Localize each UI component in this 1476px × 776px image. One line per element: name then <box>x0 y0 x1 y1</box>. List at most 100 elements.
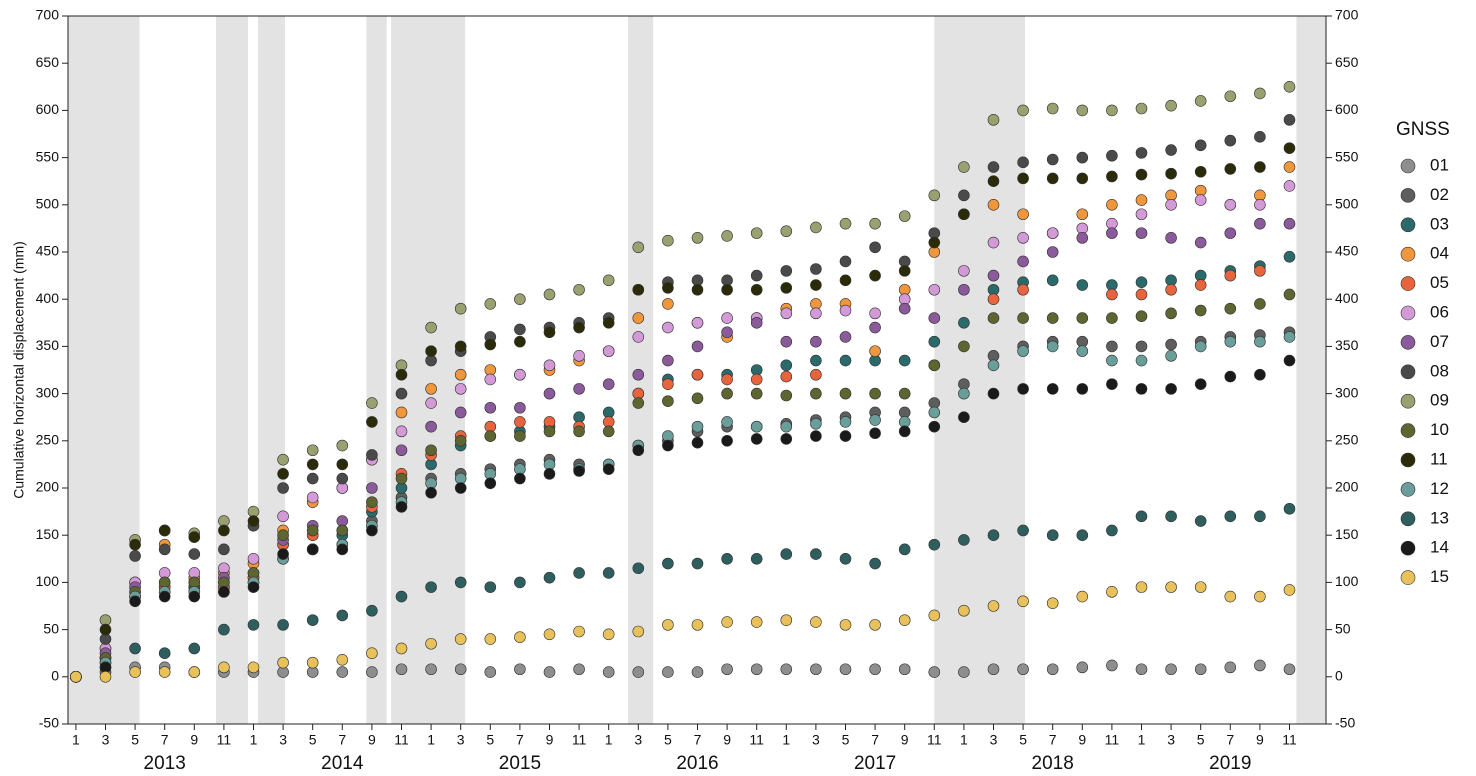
x-tick-label: 9 <box>1256 732 1264 748</box>
legend-swatch <box>1400 335 1416 350</box>
x-tick-label: 3 <box>102 732 110 748</box>
data-point <box>484 633 497 645</box>
data-point <box>1046 227 1059 239</box>
data-point <box>928 609 941 622</box>
data-point <box>1283 584 1296 596</box>
data-point <box>810 616 822 628</box>
data-point <box>750 283 763 296</box>
data-point <box>1194 378 1207 390</box>
data-point <box>158 647 171 660</box>
data-point <box>425 663 437 676</box>
data-point <box>306 491 319 504</box>
data-point <box>602 378 615 390</box>
data-point <box>1165 283 1177 296</box>
data-point <box>99 623 112 636</box>
data-point <box>1046 102 1059 115</box>
data-point <box>129 666 141 678</box>
data-point <box>514 472 526 485</box>
data-point <box>602 567 615 579</box>
data-point <box>602 345 615 357</box>
data-point <box>1283 354 1296 367</box>
y-tick-label: 50 <box>43 620 59 636</box>
data-point <box>1017 345 1029 357</box>
y-tick-label: 200 <box>36 479 60 495</box>
data-point <box>691 420 704 433</box>
year-label: 2016 <box>676 753 718 774</box>
data-point <box>632 368 645 381</box>
data-point <box>750 433 763 445</box>
data-point <box>1165 663 1177 676</box>
data-point <box>336 609 349 622</box>
data-point <box>958 208 970 221</box>
data-point <box>928 406 941 419</box>
data-point <box>987 161 1000 173</box>
data-point <box>484 581 497 593</box>
data-point <box>366 416 378 428</box>
legend-label: 05 <box>1430 273 1449 292</box>
data-point <box>1106 288 1118 301</box>
legend-swatch <box>1400 158 1416 174</box>
shaded-period <box>257 16 286 724</box>
data-point <box>987 529 1000 542</box>
legend-label: 06 <box>1430 302 1449 321</box>
x-tick-label: 1 <box>605 732 613 748</box>
data-point <box>928 189 941 202</box>
data-point <box>1165 581 1177 593</box>
data-point <box>869 387 881 400</box>
data-point <box>780 265 793 277</box>
legend-label: 04 <box>1430 244 1449 263</box>
data-point <box>454 383 467 395</box>
x-tick-label: 5 <box>842 732 850 748</box>
legend-swatch <box>1400 364 1416 380</box>
data-point <box>188 531 201 543</box>
data-point <box>1194 581 1207 593</box>
data-point <box>306 458 319 471</box>
y2-tick-label: 500 <box>1335 196 1359 212</box>
data-point <box>1017 595 1029 608</box>
data-point <box>1076 590 1089 603</box>
data-point <box>1254 368 1266 381</box>
data-point <box>869 557 881 570</box>
data-point <box>1254 265 1266 277</box>
data-point <box>1046 172 1059 185</box>
y-tick-label: 550 <box>36 148 60 164</box>
data-point <box>425 383 437 395</box>
data-point <box>425 444 437 457</box>
legend-swatch <box>1400 570 1416 585</box>
data-point <box>750 552 763 565</box>
legend-swatch <box>1400 188 1416 203</box>
data-point <box>987 175 1000 187</box>
data-point <box>898 614 911 626</box>
data-point <box>247 661 260 674</box>
data-point <box>425 486 437 499</box>
data-point <box>1194 236 1207 249</box>
data-point <box>514 416 526 428</box>
data-point <box>484 401 497 414</box>
data-point <box>366 397 378 409</box>
data-point <box>395 642 408 655</box>
data-point <box>454 340 467 353</box>
data-point <box>158 543 171 556</box>
data-point <box>839 274 852 287</box>
data-point <box>514 663 526 676</box>
legend-swatch <box>1400 246 1416 262</box>
data-point <box>839 304 852 317</box>
data-point <box>898 265 911 277</box>
x-tick-label: 11 <box>1105 732 1120 748</box>
data-point <box>810 279 822 291</box>
data-point <box>958 387 970 400</box>
data-point <box>1254 87 1266 100</box>
data-point <box>1165 199 1177 211</box>
data-point <box>750 616 763 628</box>
data-point <box>691 666 704 678</box>
y2-tick-label: 600 <box>1335 101 1359 117</box>
data-point <box>425 581 437 593</box>
data-point <box>129 642 141 655</box>
data-point <box>1224 269 1237 282</box>
data-point <box>70 670 82 683</box>
x-tick-label: 7 <box>1049 732 1057 748</box>
data-point <box>543 571 556 584</box>
data-point <box>1135 340 1148 353</box>
data-point <box>395 444 408 457</box>
data-point <box>484 298 497 310</box>
